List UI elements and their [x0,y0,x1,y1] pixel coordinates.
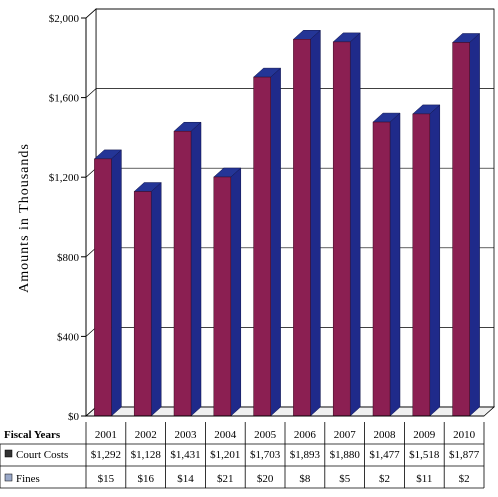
table-cell: $1,431 [170,449,200,461]
bar-court-costs-side [270,67,281,417]
bar-court-costs [253,76,271,417]
gridline-depth [85,88,97,98]
y-tick-label: $400 [57,331,80,343]
x-tick-label: 2007 [334,429,357,441]
legend-label: Fines [16,473,40,485]
x-tick-label: 2008 [374,429,397,441]
bar-court-costs [94,158,112,417]
x-tick-label: 2004 [214,429,237,441]
x-tick-label: 2005 [254,429,277,441]
table-cell: $15 [98,473,115,485]
table-cell: $1,292 [91,449,121,461]
table-cell: $1,893 [290,449,321,461]
bar-court-costs [452,42,470,417]
table-cell: $1,703 [250,449,281,461]
bar-court-costs-side [389,112,401,417]
table-cell: $16 [137,473,154,485]
y-tick-label: $1,200 [49,172,80,184]
x-tick-label: 2001 [95,429,117,441]
bar-court-costs [332,41,351,417]
bar-court-costs-side [469,32,480,417]
bar-court-costs [213,176,232,417]
table-cell: $5 [339,473,351,485]
x-tick-label: 2009 [413,429,436,441]
y-tick-label: $800 [57,252,80,264]
legend-swatch [4,449,13,458]
legend-swatch [4,473,13,482]
bar-court-costs [133,191,152,417]
bar-court-costs [293,39,311,417]
legend-label: Court Costs [16,449,68,461]
y-axis-title: Amounts in Thousands [17,143,32,293]
bar-court-costs [173,130,192,417]
bar-court-costs-side [429,104,441,417]
table-header-label: Fiscal Years [4,429,61,441]
x-tick-label: 2010 [453,429,476,441]
bar-court-costs [412,113,431,417]
bar-court-costs-side [230,167,242,417]
table-cell: $1,518 [409,449,440,461]
bar-court-costs-side [111,149,122,417]
y-tick-label: $2,000 [49,13,80,25]
bar-court-costs-side [150,181,162,417]
table-cell: $2 [379,473,390,485]
bar-court-costs [372,121,391,417]
table-cell: $1,477 [369,449,400,461]
bars [93,29,481,417]
table-cell: $11 [416,473,432,485]
y-axis: $0 $400 $800 $1,200 $1,600 $2,000 [49,13,484,423]
table-cell: $8 [299,473,311,485]
gridline-depth [85,8,97,19]
table-cell: $1,880 [330,449,361,461]
x-tick-label: 2002 [135,429,157,441]
y-tick-label: $0 [68,411,80,423]
table-cell: $20 [257,473,274,485]
data-table: Fiscal Years 2001 2002 2003 2004 2005 2006 2007… [0,422,485,489]
table-cell: $1,877 [449,449,480,461]
table-cell: $2 [459,473,470,485]
bar-court-costs-side [310,29,321,417]
bar-court-costs-side [349,32,361,417]
bar-court-costs-side [190,121,202,417]
table-cell: $14 [177,473,194,485]
table-cell: $21 [217,473,234,485]
y-tick-label: $1,600 [49,93,80,105]
x-tick-label: 2003 [175,429,198,441]
table-cell: $1,128 [131,449,162,461]
x-tick-label: 2006 [294,429,317,441]
table-cell: $1,201 [210,449,240,461]
